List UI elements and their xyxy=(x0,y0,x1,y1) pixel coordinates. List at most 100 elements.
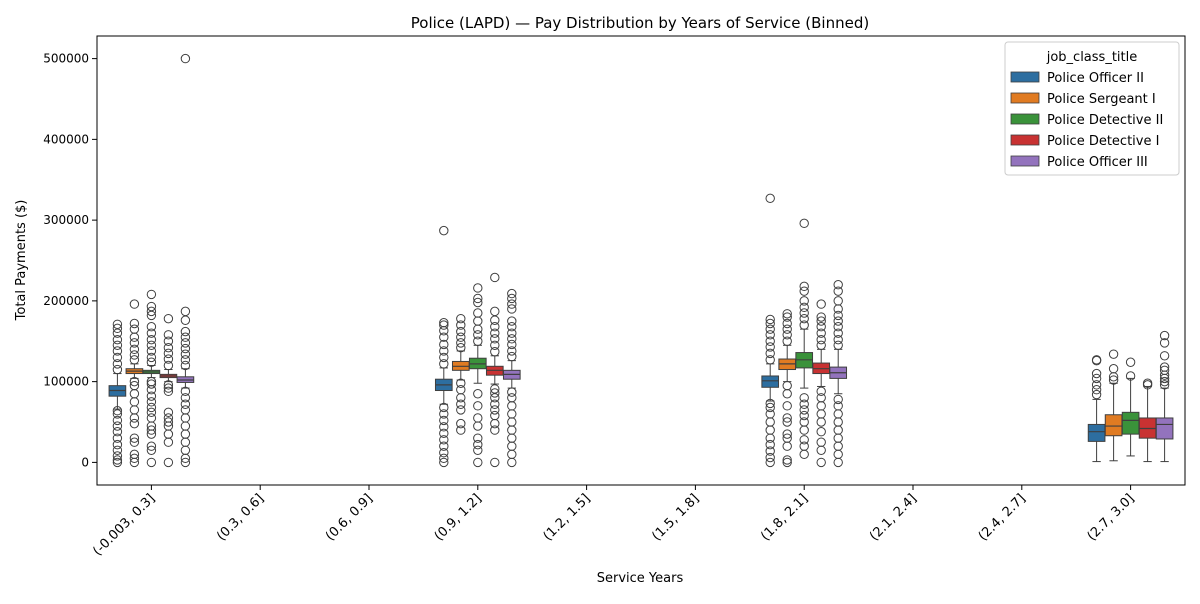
box-police-detective-ii xyxy=(1121,411,1140,435)
outlier-point xyxy=(799,296,809,306)
outlier-point xyxy=(456,425,466,435)
outlier-point xyxy=(833,296,843,306)
outlier-point xyxy=(112,406,123,416)
outlier-point xyxy=(456,399,466,409)
legend-swatch xyxy=(1010,71,1040,83)
outlier-point xyxy=(816,328,826,338)
outlier-point xyxy=(833,322,843,332)
outlier-point xyxy=(439,352,449,363)
outlier-point xyxy=(1159,376,1170,387)
outlier-point xyxy=(112,346,123,356)
outlier-point xyxy=(439,441,449,451)
outlier-point xyxy=(490,340,500,350)
outlier-point xyxy=(180,332,191,342)
outlier-point xyxy=(146,425,157,435)
outlier-point xyxy=(1125,357,1136,367)
outlier-point xyxy=(129,433,140,443)
y-tick-label: 200000 xyxy=(43,294,89,308)
outlier-point xyxy=(833,316,843,326)
outlier-point xyxy=(112,340,123,350)
outlier-point xyxy=(163,417,174,427)
outlier-point xyxy=(765,452,775,463)
outlier-point xyxy=(833,394,843,405)
outlier-point xyxy=(490,347,500,357)
outlier-point xyxy=(456,338,466,348)
y-tick-label: 400000 xyxy=(43,132,89,146)
outlier-point xyxy=(799,405,809,415)
outlier-point xyxy=(490,425,500,435)
outlier-point xyxy=(1159,330,1170,341)
outlier-point xyxy=(490,334,500,344)
outlier-point xyxy=(129,318,140,329)
outlier-point xyxy=(163,360,174,371)
outlier-point xyxy=(507,316,517,326)
outlier-point xyxy=(129,324,140,334)
outlier-point xyxy=(1125,371,1136,381)
outlier-point xyxy=(163,313,174,324)
outlier-point xyxy=(765,439,775,450)
outlier-point xyxy=(473,308,483,318)
outlier-point xyxy=(490,328,500,338)
outlier-point xyxy=(816,334,826,345)
outlier-point xyxy=(180,399,191,409)
outlier-point xyxy=(439,332,449,342)
legend-entry-label: Police Detective II xyxy=(1047,113,1163,128)
outlier-point xyxy=(146,357,157,367)
legend-entry-label: Police Officer II xyxy=(1047,71,1144,86)
outlier-point xyxy=(833,340,843,350)
outlier-point xyxy=(490,405,500,415)
outlier-point xyxy=(507,328,517,338)
outlier-point xyxy=(765,330,775,340)
outlier-point xyxy=(112,409,123,419)
outlier-point xyxy=(456,320,466,330)
outlier-point xyxy=(507,304,517,314)
outlier-point xyxy=(146,397,157,407)
outlier-point xyxy=(765,457,775,468)
outlier-point xyxy=(112,352,123,363)
outlier-point xyxy=(799,281,809,292)
outlier-point xyxy=(799,218,809,229)
outlier-point xyxy=(439,320,449,330)
outlier-point xyxy=(507,299,517,309)
outlier-point xyxy=(799,399,809,409)
outlier-point xyxy=(112,433,123,443)
outlier-point xyxy=(129,338,140,348)
outlier-point xyxy=(456,385,466,395)
outlier-point xyxy=(146,306,157,317)
outlier-point xyxy=(439,457,449,468)
outlier-point xyxy=(129,376,140,387)
outlier-point xyxy=(782,324,792,334)
outlier-point xyxy=(833,401,843,411)
outlier-point xyxy=(456,378,466,388)
outlier-point xyxy=(180,386,191,397)
outlier-point xyxy=(507,322,517,332)
legend-entry-label: Police Officer III xyxy=(1047,155,1148,170)
outlier-point xyxy=(765,446,775,456)
outlier-point xyxy=(163,330,174,340)
outlier-point xyxy=(112,455,123,465)
outlier-point xyxy=(782,455,792,465)
outlier-point xyxy=(816,457,826,468)
outlier-point xyxy=(507,346,517,356)
outlier-point xyxy=(439,225,449,236)
outlier-point xyxy=(146,402,157,413)
x-axis-label: Service Years xyxy=(597,571,684,586)
outlier-point xyxy=(473,283,483,293)
outlier-point xyxy=(129,350,140,360)
outlier-point xyxy=(1159,380,1170,390)
outlier-point xyxy=(799,302,809,313)
outlier-point xyxy=(765,336,775,346)
outlier-point xyxy=(473,293,483,304)
outlier-point xyxy=(765,318,775,329)
legend-entry-label: Police Detective I xyxy=(1047,134,1159,149)
outlier-point xyxy=(1108,349,1119,359)
outlier-point xyxy=(473,336,483,346)
outlier-point xyxy=(473,413,483,423)
outlier-point xyxy=(507,288,517,299)
outlier-point xyxy=(833,328,843,338)
outlier-point xyxy=(129,418,140,429)
outlier-point xyxy=(146,376,157,387)
outlier-point xyxy=(180,405,191,415)
